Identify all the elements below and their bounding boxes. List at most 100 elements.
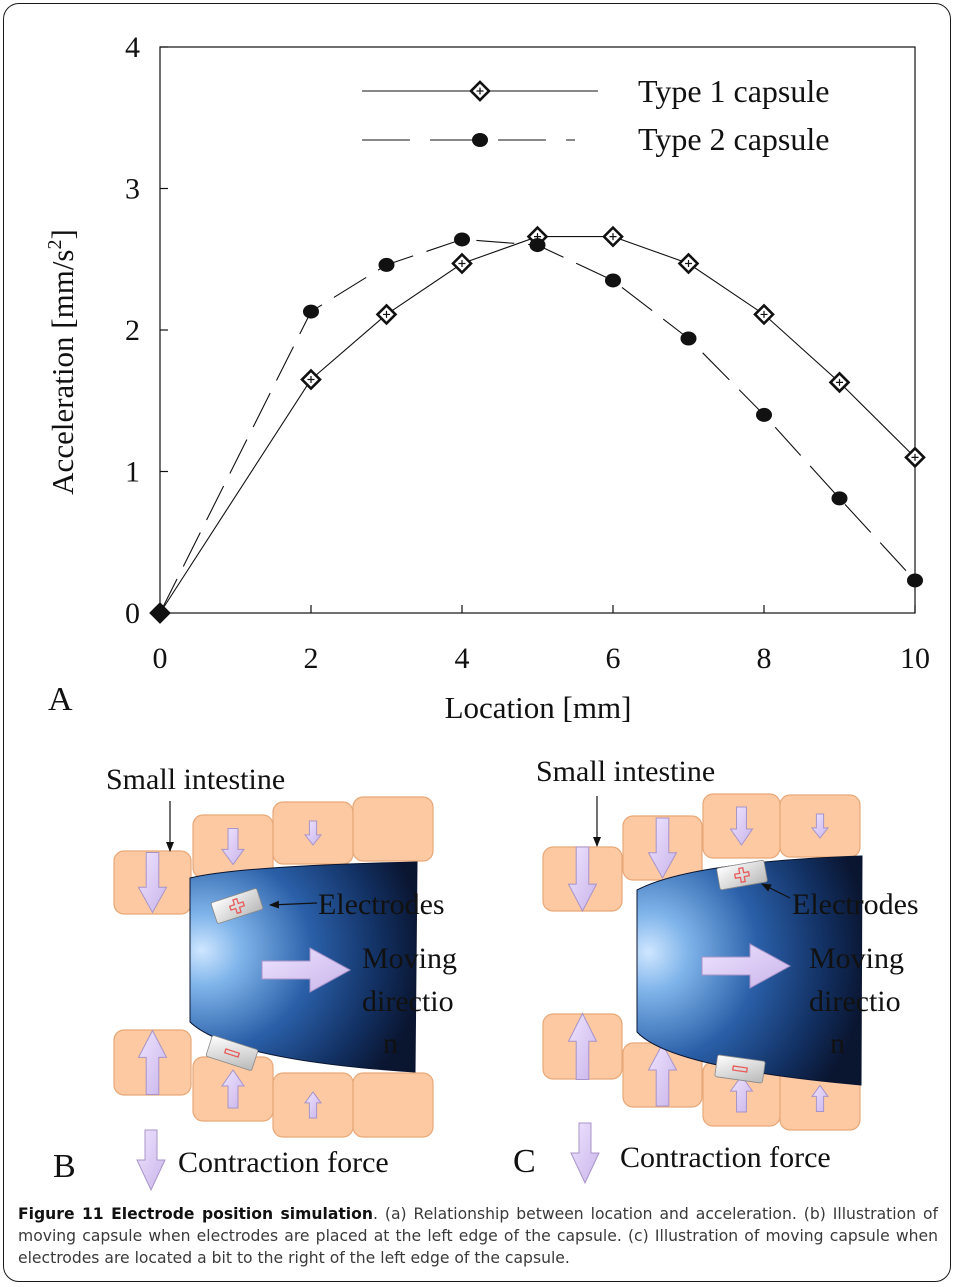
electrode-positive xyxy=(210,888,264,924)
panel-letter-a: A xyxy=(48,681,73,718)
moving-label-line-2: directio xyxy=(362,985,454,1018)
legend-marker-series-2 xyxy=(472,133,488,147)
contraction-force-arrow xyxy=(137,1029,168,1095)
moving-label-line-3: n xyxy=(830,1027,845,1060)
intestine-cell xyxy=(192,1056,274,1122)
panel-c-illustration: Small intestine Electrodes Moving direct… xyxy=(513,755,919,1185)
y-tick-label: 2 xyxy=(125,314,140,347)
intestine-cell xyxy=(542,846,623,913)
series-layer xyxy=(149,225,926,624)
small-intestine-label: Small intestine xyxy=(106,763,285,796)
series-1-marker-cross xyxy=(307,376,315,384)
panel-b-illustration: Small intestine Electrodes Moving direct… xyxy=(53,763,457,1192)
series-2-marker xyxy=(378,257,395,272)
contraction-force-arrow xyxy=(729,806,754,846)
contraction-force-arrow xyxy=(567,846,598,913)
contraction-force-legend-icon xyxy=(570,1122,600,1185)
series-1-marker-cross xyxy=(685,259,692,267)
x-axis: 0 2 4 6 8 10 xyxy=(153,605,930,675)
panel-letter-b: B xyxy=(53,1148,76,1185)
x-axis-label: Location [mm] xyxy=(445,690,632,725)
contraction-force-arrow xyxy=(811,1084,829,1112)
x-tick-label: 10 xyxy=(900,642,930,675)
series-2-marker xyxy=(756,407,772,422)
caption-text: . (a) Relationship between location and … xyxy=(18,1205,938,1267)
acceleration-chart: 0 1 2 3 4 0 2 4 6 8 10 Type 1 capsule Type 2 capsu… xyxy=(44,31,930,725)
contraction-force-arrow xyxy=(647,817,678,880)
moving-direction-arrow xyxy=(701,943,792,989)
contraction-force-arrow xyxy=(137,852,168,914)
series-1-marker-cross xyxy=(760,310,768,318)
intestine-cell xyxy=(192,814,274,879)
electrodes-pointer xyxy=(761,883,791,899)
contraction-force-arrow xyxy=(647,1042,678,1107)
moving-label-line-3: n xyxy=(383,1027,398,1060)
moving-direction-arrow xyxy=(261,947,352,993)
contraction-force-label: Contraction force xyxy=(620,1141,831,1174)
series-1-line xyxy=(159,236,916,614)
contraction-force-label: Contraction force xyxy=(178,1146,389,1179)
electrode-negative xyxy=(714,1054,766,1084)
intestine-cell xyxy=(272,801,354,865)
series-2-marker xyxy=(907,573,923,588)
series-1-marker-cross xyxy=(383,310,390,318)
series-2-marker xyxy=(605,273,621,288)
series-2-marker xyxy=(831,491,848,506)
intestine-cell xyxy=(779,794,861,858)
intestine-cell xyxy=(542,1012,623,1080)
electrode-negative xyxy=(205,1035,259,1071)
small-intestine-label: Small intestine xyxy=(536,755,715,788)
intestine-cell xyxy=(113,850,192,915)
intestine-cells xyxy=(542,793,861,1131)
series-2-line xyxy=(159,238,916,614)
series-2-marker xyxy=(680,331,697,346)
contraction-force-legend-icon xyxy=(136,1129,166,1192)
electrode-positive xyxy=(716,859,768,891)
y-tick-label: 4 xyxy=(125,31,140,64)
series-2-marker xyxy=(529,238,546,253)
moving-label-line-2: directio xyxy=(809,985,901,1018)
electrodes-pointer xyxy=(269,900,318,909)
contraction-force-arrow xyxy=(567,1012,598,1080)
contraction-force-arrow xyxy=(810,813,830,839)
y-axis-label: Acceleration [mm/s2] xyxy=(44,229,80,495)
contraction-force-arrow xyxy=(729,1075,754,1113)
intestine-cell xyxy=(622,1042,703,1108)
y-tick-label: 3 xyxy=(125,173,140,206)
legend: Type 1 capsule Type 2 capsule xyxy=(362,73,829,157)
contraction-force-arrow xyxy=(221,1069,245,1109)
electrodes-label: Electrodes xyxy=(318,888,445,921)
y-axis: 0 1 2 3 4 xyxy=(125,31,168,630)
y-tick-label: 0 xyxy=(125,597,140,630)
contraction-force-arrow xyxy=(303,820,323,846)
moving-label-line-1: Moving xyxy=(362,942,457,975)
caption-title: Figure 11 Electrode position simulation xyxy=(18,1205,373,1223)
contraction-force-arrow xyxy=(304,1091,322,1119)
legend-label-series-2: Type 2 capsule xyxy=(638,121,829,157)
electrodes-label: Electrodes xyxy=(792,888,919,921)
x-tick-label: 0 xyxy=(153,642,168,675)
series-1-marker-cross xyxy=(458,259,466,267)
x-tick-label: 8 xyxy=(757,642,772,675)
moving-label-line-1: Moving xyxy=(809,942,904,975)
series-1-marker-cross xyxy=(836,378,843,386)
origin-marker xyxy=(152,605,168,621)
panel-letter-c: C xyxy=(513,1143,536,1180)
intestine-cell xyxy=(352,796,434,862)
series-2-marker xyxy=(303,304,319,319)
x-tick-label: 2 xyxy=(304,642,319,675)
intestine-cell xyxy=(113,1029,192,1096)
series-1-marker-cross xyxy=(609,233,617,241)
intestine-cell xyxy=(702,793,781,859)
figure-caption: Figure 11 Electrode position simulation.… xyxy=(18,1203,938,1269)
intestine-cell xyxy=(622,815,703,881)
figure-canvas: 0 1 2 3 4 0 2 4 6 8 10 Type 1 capsule Type 2 capsu… xyxy=(44,31,930,1192)
x-tick-label: 6 xyxy=(606,642,621,675)
intestine-cell xyxy=(352,1072,434,1138)
x-tick-label: 4 xyxy=(455,642,470,675)
contraction-force-arrow xyxy=(221,828,245,866)
series-1-marker-cross xyxy=(476,87,484,95)
series-2-marker xyxy=(454,232,470,247)
intestine-cell xyxy=(272,1072,354,1138)
intestine-cells xyxy=(113,796,434,1138)
